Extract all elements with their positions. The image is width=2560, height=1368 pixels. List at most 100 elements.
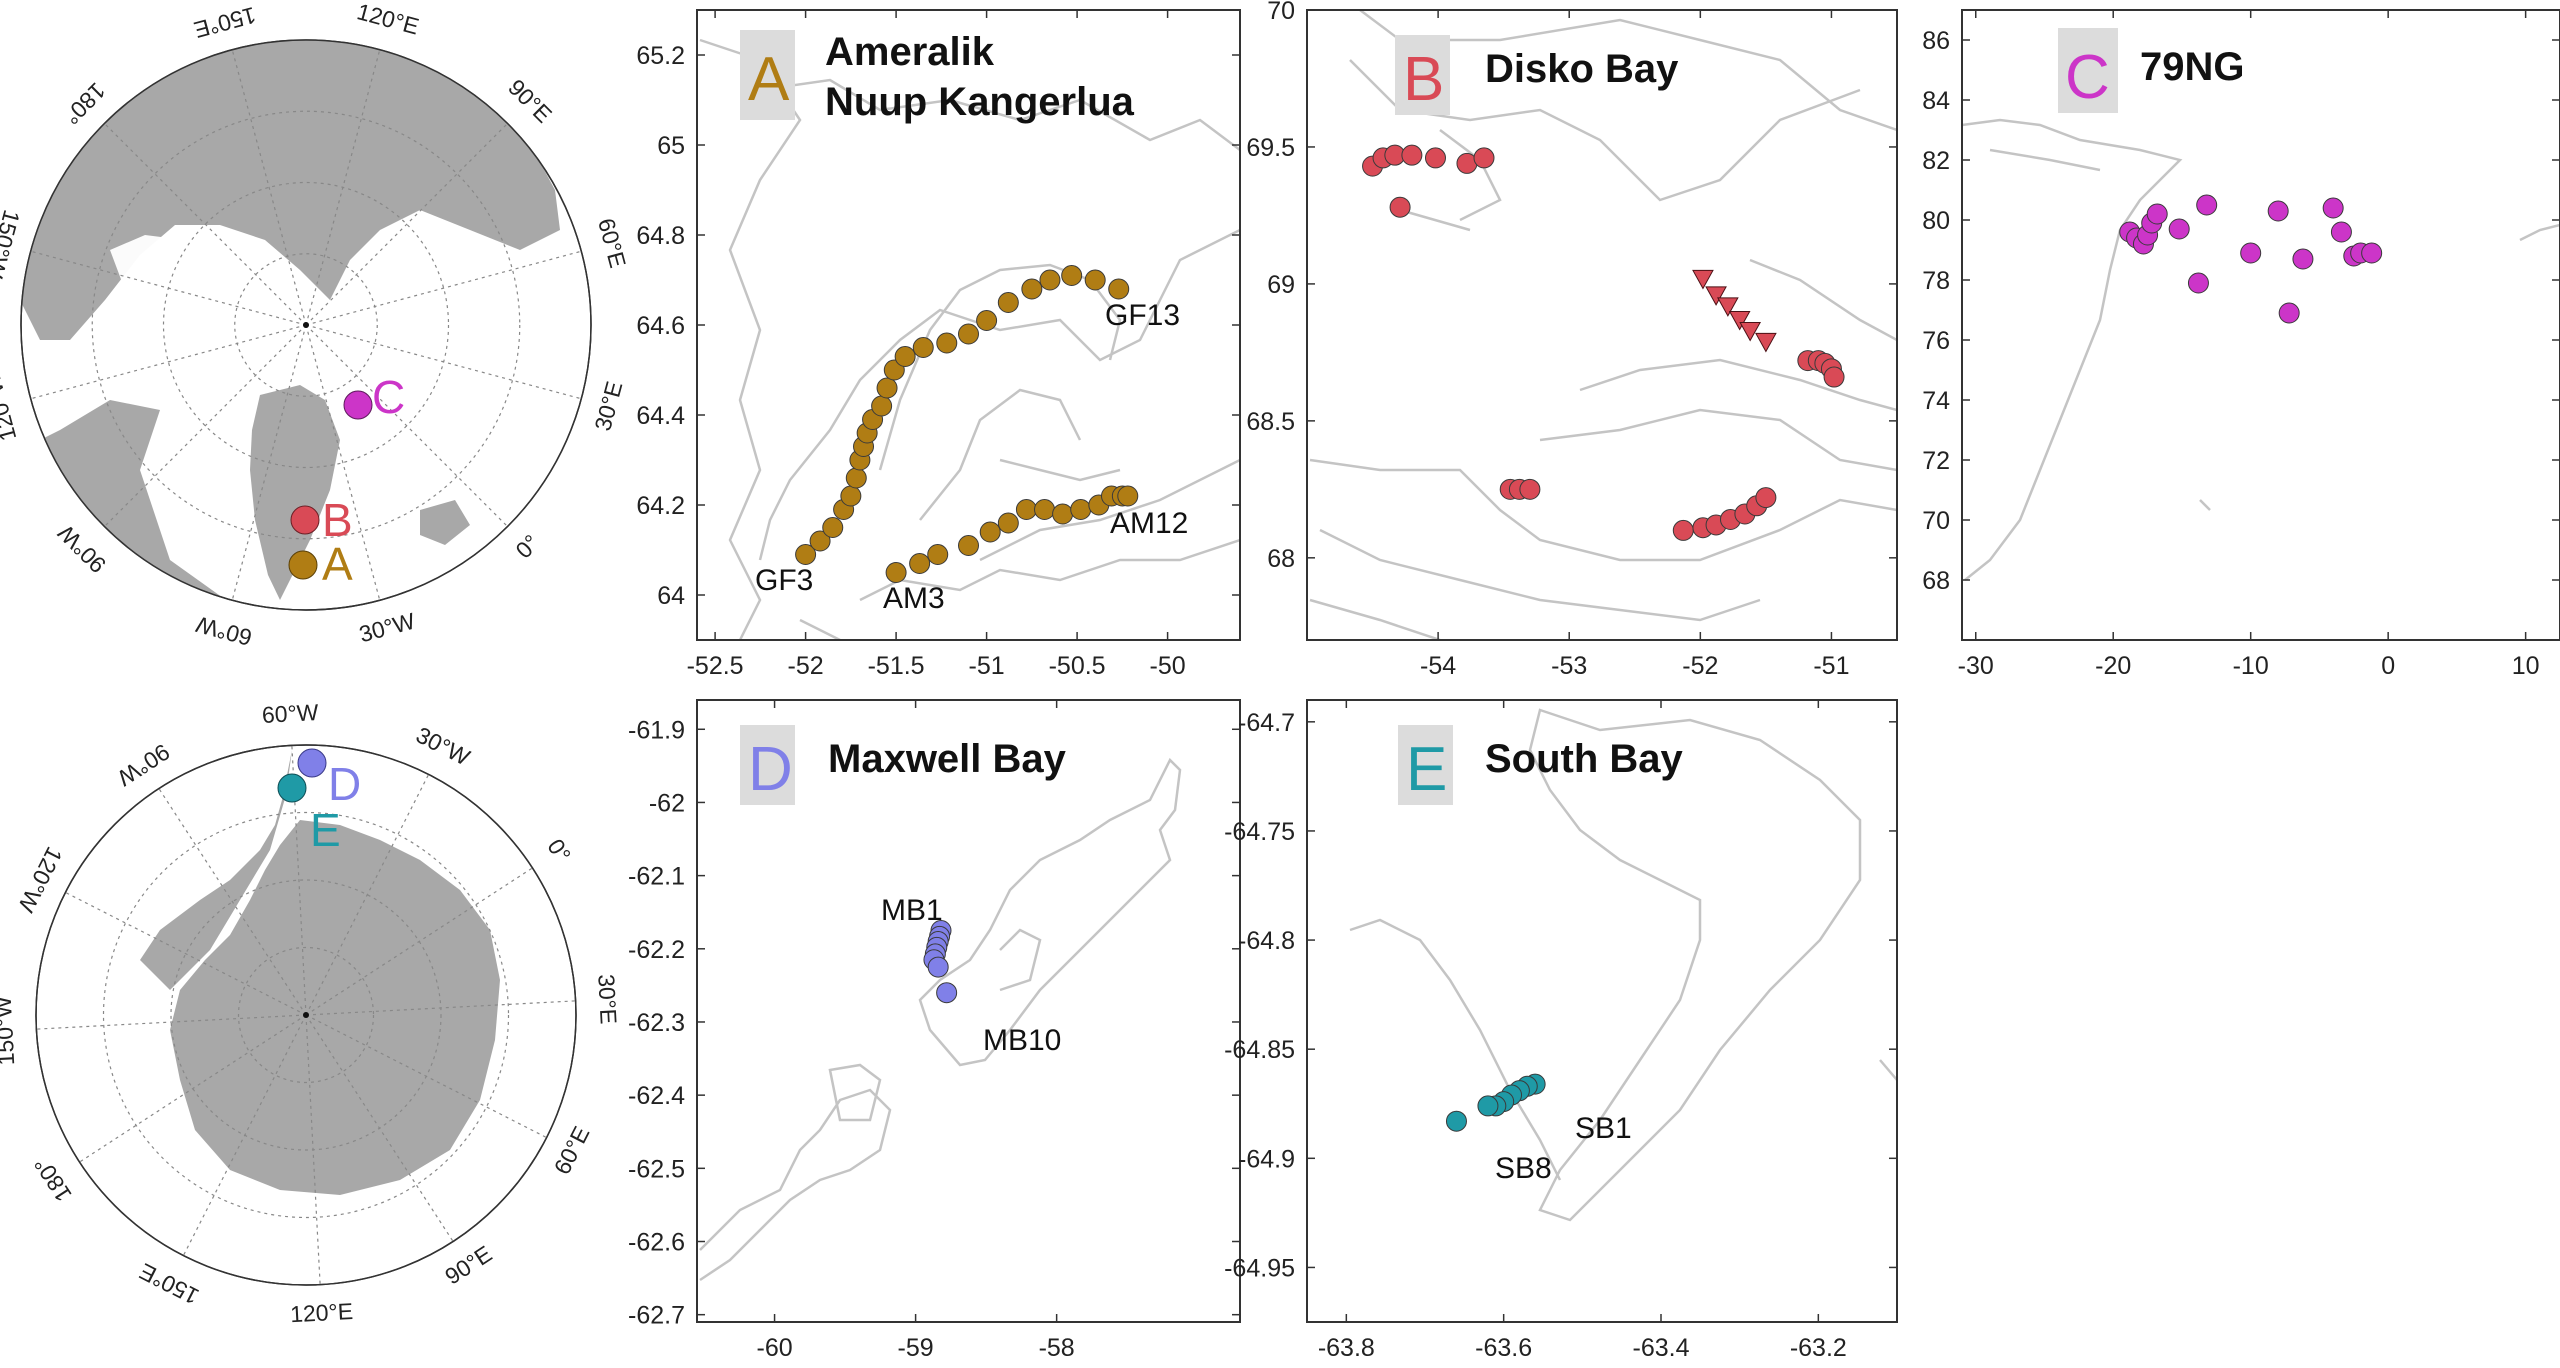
arctic-meridian (305, 324, 582, 400)
panel-A-station (822, 517, 844, 538)
panel-E-ytick-label: -64.8 (1238, 927, 1295, 955)
panel-A-station (976, 310, 998, 331)
antarctic-meridian (158, 788, 307, 1016)
greenland-landmass (250, 385, 340, 600)
panel-A-station (927, 544, 949, 565)
antarctic-lon-label: 0° (542, 834, 576, 867)
panel-A-station (1084, 269, 1106, 291)
arctic-lat-ring (234, 253, 378, 397)
panel-B-station (1389, 196, 1411, 218)
panel-B-station-triangle (1705, 286, 1727, 306)
panel-B-ytick-label: 69.5 (1246, 134, 1295, 162)
panel-B-station (1519, 478, 1541, 500)
panel-A-station (979, 521, 1001, 543)
panel-B-station (1473, 147, 1495, 169)
arctic-lon-label: 30°E (589, 378, 627, 433)
panel-B-ytick-label: 68 (1267, 545, 1295, 573)
panel-E-station (1445, 1110, 1467, 1132)
antarctic-meridian (36, 1014, 307, 1030)
panel-E-axes: -63.8 -63.6 -63.4 -63.2 -64.7 -64.75 -64.8 -64.… (1224, 700, 1897, 1362)
panel-C-frame (1961, 9, 2560, 641)
antarctic-lon-label: 60°E (549, 1122, 595, 1178)
panel-E-ytick-label: -64.95 (1224, 1254, 1295, 1282)
panel-C-station (2196, 194, 2218, 216)
antarctic-meridian (305, 1014, 321, 1285)
north-pole-dot (303, 322, 309, 328)
panel-A-xtick-label: -50 (1150, 652, 1186, 680)
panel-B-ytick-label: 68.5 (1246, 408, 1295, 436)
panel-D-xtick-label: -58 (1039, 1334, 1075, 1362)
panel-D-ytick-label: -62.3 (628, 1009, 685, 1037)
panel-A-station (795, 544, 817, 565)
arctic-graticule (30, 49, 582, 601)
arctic-lat-ring (162, 181, 450, 469)
panel-A-label-GF13: GF13 (1105, 299, 1180, 332)
panel-A-station (1061, 265, 1083, 286)
panel-E-xtick-label: -63.4 (1633, 1334, 1690, 1362)
antarctic-meridian (305, 774, 430, 1016)
panel-E-letter-bg (1398, 725, 1453, 805)
panel-C-station (2168, 218, 2190, 240)
antarctic-graticule (36, 745, 576, 1285)
arctic-lon-label: 30°W (356, 607, 418, 647)
south-pole-dot (303, 1012, 309, 1018)
panel-D-letter: D (748, 735, 793, 804)
arctic-globe-outline (20, 39, 592, 611)
panel-B-station (1401, 144, 1423, 166)
panel-E-frame (1306, 699, 1898, 1323)
panel-A-xtick-label: -52.5 (687, 652, 744, 680)
panel-A-station (1108, 278, 1130, 300)
panel-B-station (1424, 147, 1446, 169)
panel-C: -30 -20 -10 0 10 68 70 72 74 76 78 80 82 84 86 C 79NG (1922, 9, 2560, 680)
panel-A-station (1052, 503, 1074, 525)
antarctica-east-landmass (170, 820, 500, 1195)
panel-D-coastlines (699, 757, 1182, 1282)
arctic-lon-label: 60°W (193, 611, 255, 651)
panel-C-ytick-label: 70 (1922, 507, 1950, 535)
antarctic-meridian (305, 1014, 547, 1139)
panel-A-label-AM12: AM12 (1110, 507, 1188, 540)
antarctic-meridian (305, 1000, 576, 1016)
panel-C-title: 79NG (2140, 45, 2245, 89)
panel-B-letter-bg (1395, 35, 1450, 115)
panel-C-ytick-label: 76 (1922, 327, 1950, 355)
antarctic-land (140, 750, 500, 1195)
antarctic-globe: 60°W 30°W 0° 30°E 60°E 90°E 120°E 150°E 180° 150°… (0, 699, 622, 1327)
panel-C-station (2240, 242, 2262, 264)
panel-B-station-triangle (1728, 311, 1751, 331)
panel-D-xtick-label: -59 (898, 1334, 934, 1362)
panel-D-ytick-label: -62.2 (628, 936, 685, 964)
panel-E: -63.8 -63.6 -63.4 -63.2 -64.7 -64.75 -64.8 -64.… (1224, 699, 1898, 1362)
arctic-lon-label: 150°E (191, 2, 259, 43)
arctic-lon-label: 150°W (0, 207, 25, 281)
panel-A-station (871, 395, 893, 417)
panel-D-ytick-label: -62.7 (628, 1302, 685, 1330)
panel-E-xtick-label: -63.2 (1790, 1334, 1847, 1362)
panel-A-station (1039, 269, 1061, 291)
panel-A-station (1034, 499, 1056, 520)
arctic-globe: 120°E 90°E 60°E 30°E 0° 30°W 60°W 90°W 120°W 150°… (0, 0, 631, 651)
panel-A-title-line1: Ameralik (825, 30, 995, 74)
arctic-meridian (305, 49, 381, 326)
arctic-meridian (231, 49, 307, 326)
marker-label-E: E (310, 804, 341, 856)
panel-A-xtick-label: -51.5 (868, 652, 925, 680)
panel-B-station (1672, 519, 1694, 541)
arctic-lon-label: 0° (510, 529, 544, 563)
arctic-meridian (305, 324, 508, 527)
antarctic-meridian (182, 1014, 307, 1256)
panel-B-station-triangle (1755, 332, 1777, 353)
antarctic-lat-ring (237, 946, 375, 1084)
panel-D-ytick-label: -62.5 (628, 1155, 685, 1183)
antarctic-lon-label: 90°W (113, 739, 175, 792)
panel-B-letter: B (1403, 45, 1444, 114)
panel-D-station (936, 982, 958, 1004)
panel-C-stations (2119, 194, 2383, 324)
antarctic-meridian (65, 891, 307, 1016)
panel-A-station (876, 377, 898, 399)
panel-A-letter: A (748, 45, 790, 114)
panel-C-letter-bg (2058, 28, 2118, 113)
panel-A-ytick-label: 64.6 (636, 312, 685, 340)
panel-D-ytick-label: -62.4 (628, 1082, 685, 1110)
panel-D-title: Maxwell Bay (828, 737, 1067, 781)
